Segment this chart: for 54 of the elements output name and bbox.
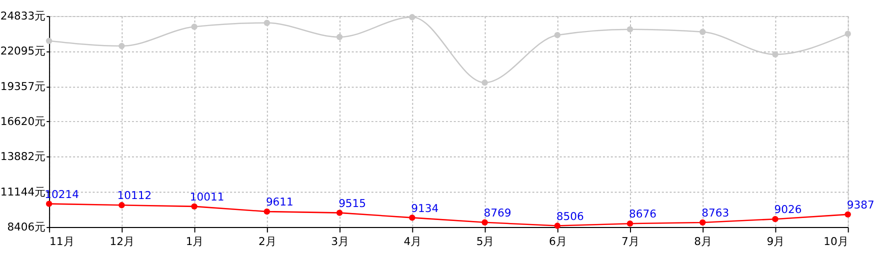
x-tick-label: 2月 bbox=[258, 235, 276, 248]
point bbox=[118, 202, 125, 208]
data-label: 9515 bbox=[338, 196, 366, 210]
data-label: 10011 bbox=[190, 190, 224, 204]
y-tick-label: 13882元 bbox=[0, 150, 46, 164]
point bbox=[191, 203, 198, 210]
x-tick-label: 6月 bbox=[548, 235, 567, 248]
point bbox=[482, 219, 488, 226]
y-tick-label: 11144元 bbox=[0, 185, 46, 198]
point bbox=[409, 14, 416, 20]
point bbox=[118, 42, 125, 50]
data-label: 8676 bbox=[629, 208, 657, 221]
data-label: 9611 bbox=[266, 196, 294, 209]
y-tick-label: 16620元 bbox=[0, 114, 46, 128]
point bbox=[554, 32, 560, 38]
point bbox=[336, 34, 343, 40]
y-tick-label: 24833元 bbox=[0, 10, 46, 22]
x-tick-label: 4月 bbox=[404, 235, 422, 248]
point bbox=[772, 216, 778, 222]
y-tick-label: 22095元 bbox=[0, 44, 46, 58]
data-label: 8763 bbox=[702, 206, 730, 220]
point bbox=[700, 219, 706, 226]
x-tick-label: 10月 bbox=[824, 235, 848, 248]
point bbox=[336, 210, 343, 216]
x-tick-label: 3月 bbox=[331, 235, 349, 248]
point bbox=[264, 208, 270, 215]
point bbox=[844, 211, 851, 218]
x-tick-label: 7月 bbox=[622, 235, 640, 248]
x-tick-label: 11月 bbox=[50, 235, 74, 248]
data-label: 9387 bbox=[846, 198, 874, 212]
x-tick-label: 12月 bbox=[110, 235, 135, 248]
point bbox=[264, 20, 270, 26]
point bbox=[626, 220, 634, 227]
y-tick-label: 19357元 bbox=[0, 80, 46, 93]
point bbox=[409, 214, 416, 221]
point bbox=[482, 80, 488, 86]
point bbox=[554, 222, 560, 229]
point bbox=[772, 51, 778, 58]
data-label: 10112 bbox=[117, 189, 152, 202]
point bbox=[46, 38, 52, 44]
x-tick-label: 8月 bbox=[694, 235, 712, 248]
point bbox=[191, 24, 198, 30]
x-tick-label: 1月 bbox=[186, 235, 204, 248]
data-label: 9134 bbox=[411, 202, 439, 215]
x-tick-label: 5月 bbox=[476, 235, 494, 248]
x-tick-label: 9月 bbox=[766, 235, 785, 248]
point bbox=[626, 26, 634, 32]
data-label: 8769 bbox=[484, 206, 512, 220]
data-label: 9026 bbox=[774, 203, 802, 216]
point bbox=[700, 28, 706, 35]
point bbox=[844, 30, 851, 37]
data-label: 8506 bbox=[556, 210, 584, 223]
y-tick-label: 8406元 bbox=[7, 220, 46, 234]
point bbox=[46, 200, 52, 207]
